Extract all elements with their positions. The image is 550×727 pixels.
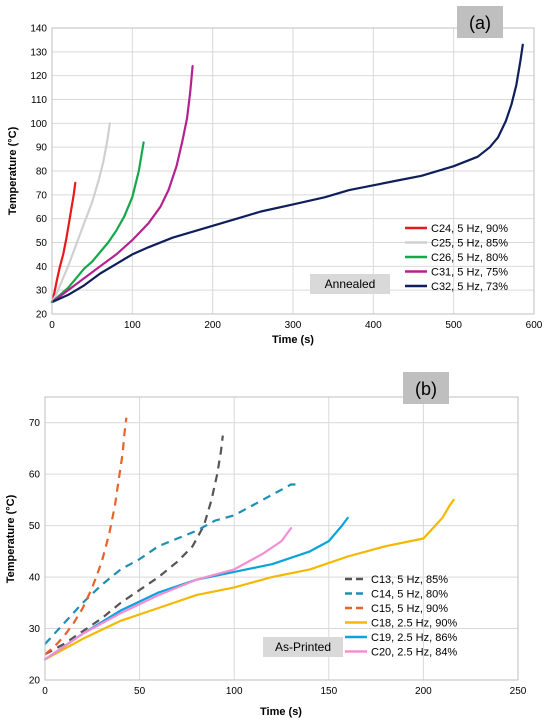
x-axis-label-a: Time (s) [272, 334, 314, 346]
y-tick-label: 120 [30, 71, 47, 82]
legend-label: C15, 5 Hz, 90% [371, 603, 448, 615]
y-tick-label: 140 [30, 24, 47, 35]
panel-tag-b: (b) [403, 372, 449, 404]
svg-text:Annealed: Annealed [325, 277, 376, 291]
x-axis-label-b: Time (s) [260, 706, 302, 718]
y-tick-label: 130 [30, 47, 47, 58]
annotation-b: As-Printed [263, 637, 343, 657]
y-tick-label: 30 [29, 624, 41, 635]
x-tick-label: 400 [365, 320, 382, 331]
y-tick-label: 110 [31, 95, 47, 106]
x-tick-label: 0 [42, 686, 48, 697]
x-tick-label: 500 [445, 320, 462, 331]
chart-a: 20 30 40 50 60 70 80 90 100 110 120 130 140 0 100 200 30… [7, 6, 543, 346]
x-tick-label: 300 [285, 320, 302, 331]
y-axis-label-b: Temperature (°C) [5, 494, 17, 583]
legend-label: C25, 5 Hz, 85% [431, 238, 508, 250]
chart-b: 20 30 40 50 60 70 0 50 100 150 200 250 Temperature … [5, 372, 527, 718]
x-tick-label: 50 [134, 686, 146, 697]
legend-label: C32, 5 Hz, 73% [431, 281, 508, 293]
series-line [52, 142, 144, 302]
annotation-a: Annealed [310, 274, 390, 294]
y-tick-label: 80 [36, 167, 48, 178]
x-tick-label: 250 [510, 686, 527, 697]
series-line [45, 436, 223, 655]
series-line [45, 418, 126, 655]
x-tick-label: 100 [226, 686, 243, 697]
y-axis-label-a: Temperature (°C) [7, 126, 19, 215]
y-tick-label: 60 [29, 470, 41, 481]
legend-label: C19, 2.5 Hz, 86% [371, 632, 457, 644]
legend-label: C20, 2.5 Hz, 84% [371, 647, 457, 659]
y-tick-label: 90 [36, 143, 48, 154]
series-line [52, 123, 110, 302]
y-tick-label: 50 [29, 521, 41, 532]
x-tick-label: 150 [320, 686, 337, 697]
legend-a: C24, 5 Hz, 90% C25, 5 Hz, 85% C26, 5 Hz, 8… [405, 223, 508, 293]
x-tick-label: 600 [526, 320, 543, 331]
y-tick-label: 40 [36, 262, 48, 273]
panel-tag-a: (a) [457, 6, 503, 38]
x-tick-label: 200 [415, 686, 432, 697]
y-tick-label: 50 [36, 238, 48, 249]
y-tick-label: 30 [36, 286, 48, 297]
svg-text:(b): (b) [415, 379, 437, 399]
x-tick-label: 100 [124, 320, 141, 331]
y-tick-label: 20 [36, 310, 48, 321]
legend-label: C24, 5 Hz, 90% [431, 223, 508, 235]
svg-text:(a): (a) [469, 13, 491, 33]
legend-label: C31, 5 Hz, 75% [431, 267, 508, 279]
legend-b: C13, 5 Hz, 85% C14, 5 Hz, 80% C15, 5 Hz, 9… [345, 574, 457, 659]
svg-text:As-Printed: As-Printed [275, 640, 331, 654]
x-tick-label: 200 [204, 320, 221, 331]
y-tick-label: 20 [29, 676, 41, 687]
legend-label: C13, 5 Hz, 85% [371, 574, 448, 586]
y-tick-label: 70 [36, 190, 48, 201]
y-tick-label: 60 [36, 214, 48, 225]
legend-label: C14, 5 Hz, 80% [371, 589, 448, 601]
y-tick-label: 70 [29, 418, 41, 429]
y-tick-label: 40 [29, 573, 41, 584]
legend-label: C18, 2.5 Hz, 90% [371, 618, 457, 630]
y-tick-label: 100 [30, 119, 47, 130]
x-tick-label: 0 [49, 320, 55, 331]
legend-label: C26, 5 Hz, 80% [431, 252, 508, 264]
